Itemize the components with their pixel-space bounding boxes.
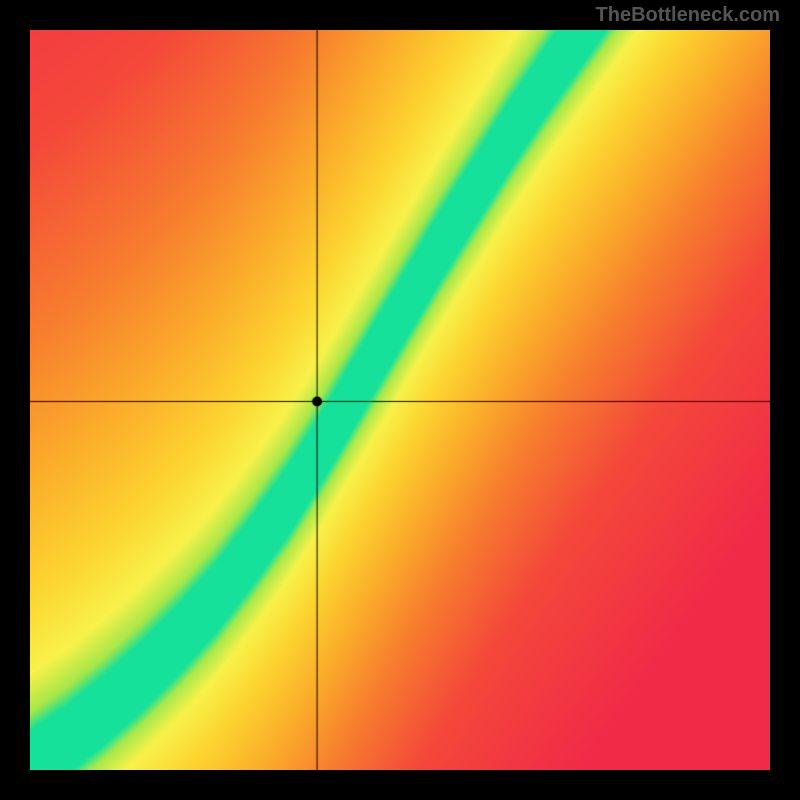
- chart-container: TheBottleneck.com: [0, 0, 800, 800]
- heatmap-canvas: [30, 30, 770, 770]
- heatmap-plot: [30, 30, 770, 770]
- watermark-text: TheBottleneck.com: [596, 4, 780, 27]
